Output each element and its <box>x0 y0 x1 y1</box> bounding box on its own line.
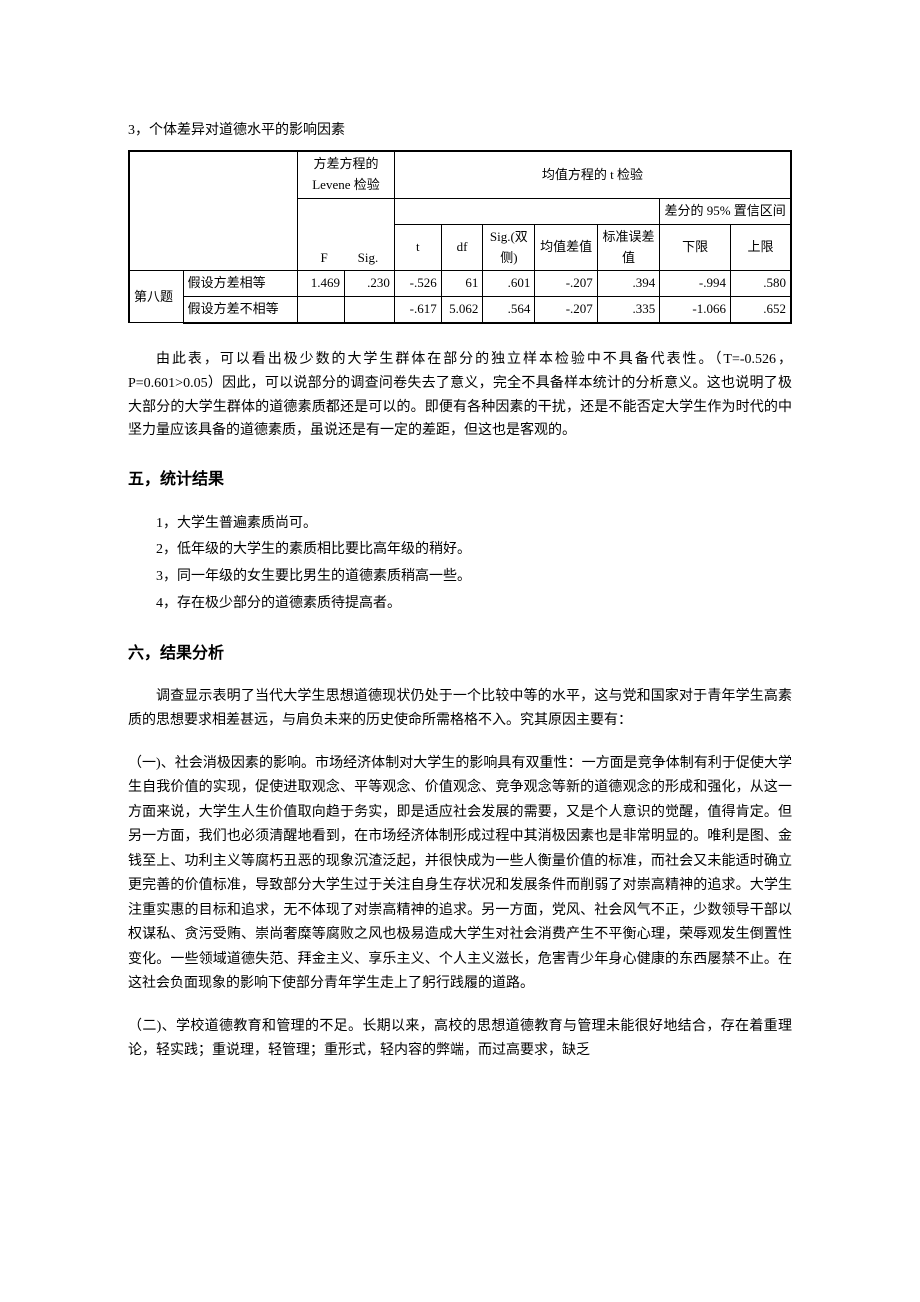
val-stderr-1: .394 <box>597 271 659 297</box>
list-item: 4，存在极少部分的道德素质待提高者。 <box>156 591 792 618</box>
col-stderr: 标准误差值 <box>597 224 659 271</box>
ttest-header: 均值方程的 t 检验 <box>394 151 791 198</box>
col-Sig: Sig. <box>346 248 390 269</box>
val-t-1: -.526 <box>394 271 441 297</box>
val-F-2 <box>298 297 345 323</box>
analysis-paragraph: 由此表，可以看出极少数的大学生群体在部分的独立样本检验中不具备代表性。（T=-0… <box>128 348 792 443</box>
col-F: F <box>302 248 346 269</box>
list-item: 2，低年级的大学生的素质相比要比高年级的稍好。 <box>156 537 792 564</box>
val-meandiff-1: -.207 <box>535 271 597 297</box>
col-meandiff: 均值差值 <box>535 224 597 271</box>
assumption-2: 假设方差不相等 <box>183 297 297 323</box>
col-lower: 下限 <box>660 224 731 271</box>
row-label: 第八题 <box>129 271 183 323</box>
val-upper-2: .652 <box>731 297 791 323</box>
val-meandiff-2: -.207 <box>535 297 597 323</box>
section-6-para2: （二)、学校道德教育和管理的不足。长期以来，高校的思想道德教育与管理未能很好地结… <box>128 1015 792 1064</box>
col-df: df <box>441 224 483 271</box>
val-df-1: 61 <box>441 271 483 297</box>
table-corner <box>129 151 298 270</box>
val-sig2-2: .564 <box>483 297 535 323</box>
val-lower-1: -.994 <box>660 271 731 297</box>
val-df-2: 5.062 <box>441 297 483 323</box>
val-sig2-1: .601 <box>483 271 535 297</box>
val-t-2: -.617 <box>394 297 441 323</box>
val-Sig-2 <box>344 297 394 323</box>
col-t: t <box>394 224 441 271</box>
section-3-title: 3，个体差异对道德水平的影响因素 <box>128 120 792 142</box>
levene-header: 方差方程的 Levene 检验 <box>298 151 395 198</box>
section-6-intro: 调查显示表明了当代大学生思想道德现状仍处于一个比较中等的水平，这与党和国家对于青… <box>128 685 792 734</box>
section-5-title: 五，统计结果 <box>128 467 792 493</box>
section-6-title: 六，结果分析 <box>128 641 792 667</box>
val-F-1: 1.469 <box>298 271 345 297</box>
col-upper: 上限 <box>731 224 791 271</box>
ttest-spacer <box>394 198 659 224</box>
val-upper-1: .580 <box>731 271 791 297</box>
val-Sig-1: .230 <box>344 271 394 297</box>
ci-header: 差分的 95% 置信区间 <box>660 198 791 224</box>
section-6-para1: （一)、社会消极因素的影响。市场经济体制对大学生的影响具有双重性：一方面是竞争体… <box>128 752 792 997</box>
list-item: 3，同一年级的女生要比男生的道德素质稍高一些。 <box>156 564 792 591</box>
table-row: 假设方差不相等 -.617 5.062 .564 -.207 .335 -1.0… <box>129 297 791 323</box>
list-item: 1，大学生普遍素质尚可。 <box>156 511 792 538</box>
table-row: 第八题 假设方差相等 1.469 .230 -.526 61 .601 -.20… <box>129 271 791 297</box>
col-sig2: Sig.(双侧) <box>483 224 535 271</box>
assumption-1: 假设方差相等 <box>183 271 297 297</box>
val-stderr-2: .335 <box>597 297 659 323</box>
stats-table: 方差方程的 Levene 检验 均值方程的 t 检验 F Sig. 差分的 95… <box>128 150 792 324</box>
val-lower-2: -1.066 <box>660 297 731 323</box>
